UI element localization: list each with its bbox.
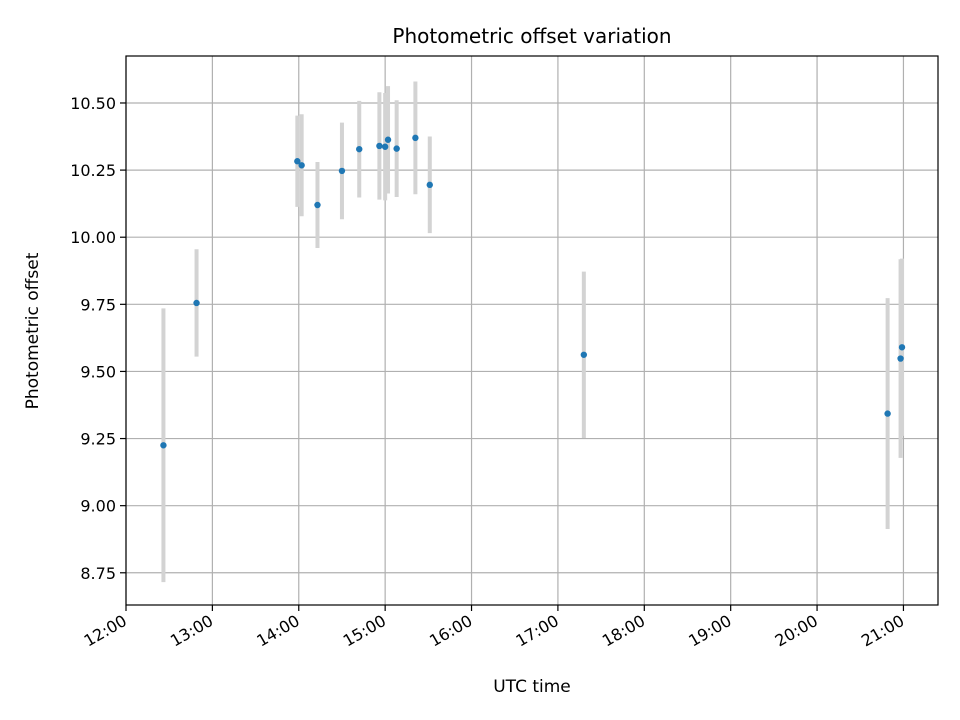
y-tick-label: 10.50 [70,94,116,113]
x-tick-label: 14:00 [253,611,302,651]
data-point [393,145,400,152]
x-tick-label: 16:00 [426,611,475,651]
data-point [412,134,419,142]
x-tick-label: 20:00 [772,611,821,651]
data-point [298,162,305,169]
data-point [294,158,301,165]
data-point [381,143,389,150]
x-tick-label: 21:00 [858,611,907,651]
chart-title: Photometric offset variation [392,24,671,48]
grid [125,56,938,605]
data-point [884,410,891,417]
x-tick-label: 18:00 [599,611,648,651]
data-point [193,299,200,307]
data-point [426,181,433,189]
x-tick-label: 19:00 [685,611,734,651]
error-bars [161,81,905,583]
data-point [376,142,383,150]
y-tick-label: 8.75 [80,564,116,583]
data-point [338,167,346,175]
y-tick-label: 9.00 [80,497,116,516]
y-tick-label: 9.75 [80,295,116,314]
data-point [897,355,904,362]
data-point [384,136,392,143]
plot-frame [125,55,939,606]
x-tick-label: 15:00 [340,611,389,651]
data-point [898,344,906,351]
data-point [580,351,588,358]
x-tick-label: 17:00 [512,611,561,651]
data-point [160,442,167,449]
data-points [160,134,906,449]
x-tick-label: 13:00 [167,611,216,651]
x-axis-label: UTC time [493,677,571,697]
y-tick-label: 10.25 [70,161,116,180]
ticks: 12:00 13:00 14:00 15:00 16:00 17:00 18:00 19:00… [70,94,907,651]
x-tick-label: 12:00 [81,611,130,651]
y-axis-label: Photometric offset [23,252,43,409]
data-point [356,145,363,153]
y-tick-label: 9.25 [80,430,116,449]
y-tick-label: 10.00 [70,228,116,247]
y-tick-label: 9.50 [80,362,116,381]
data-point [314,201,321,209]
